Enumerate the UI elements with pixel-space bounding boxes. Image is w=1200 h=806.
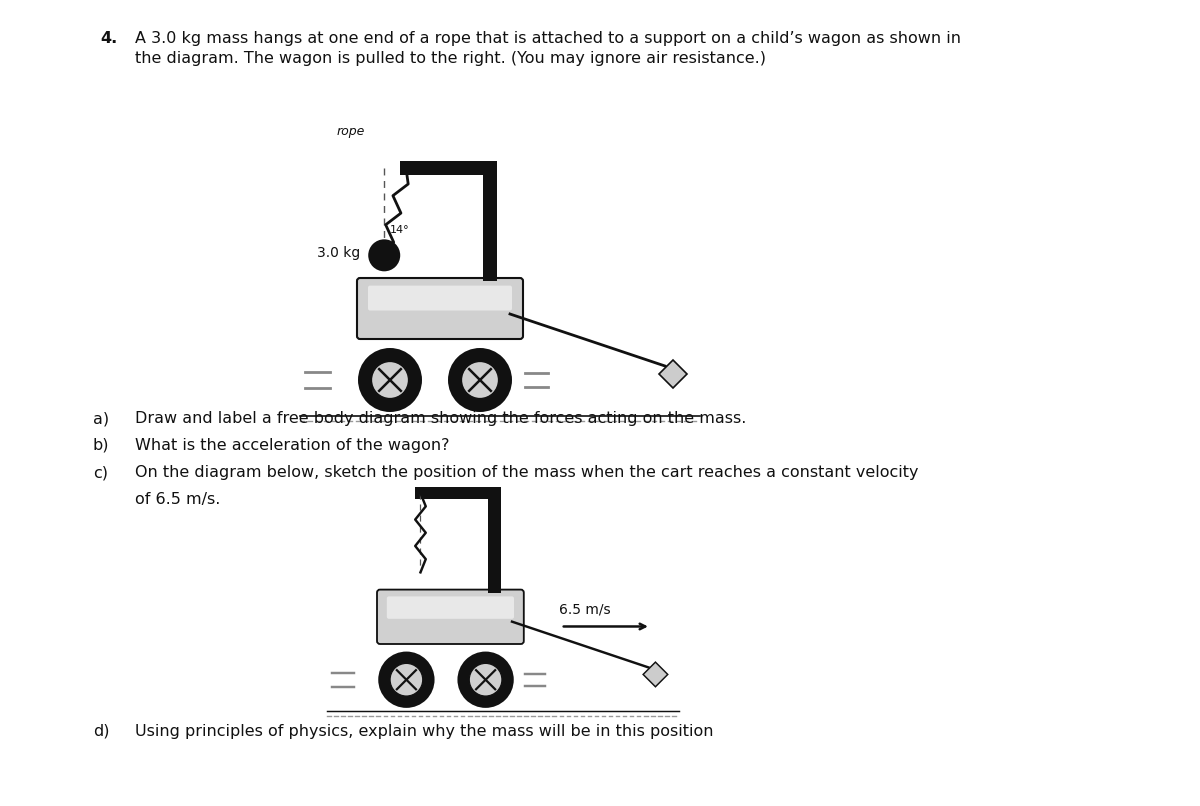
Text: 3.0 kg: 3.0 kg: [317, 247, 360, 260]
Bar: [482, 161, 497, 281]
Bar: [488, 487, 500, 592]
Circle shape: [378, 651, 434, 708]
Circle shape: [469, 663, 502, 696]
Circle shape: [462, 361, 498, 398]
FancyBboxPatch shape: [368, 285, 512, 310]
Text: c): c): [94, 465, 108, 480]
Text: d): d): [94, 724, 109, 739]
FancyBboxPatch shape: [358, 278, 523, 339]
Circle shape: [457, 651, 514, 708]
Text: b): b): [94, 438, 109, 453]
Text: Draw and label a free body diagram showing the forces acting on the mass.: Draw and label a free body diagram showi…: [134, 411, 746, 426]
Text: the diagram. The wagon is pulled to the right. (You may ignore air resistance.): the diagram. The wagon is pulled to the …: [134, 51, 766, 66]
Polygon shape: [659, 360, 686, 388]
Circle shape: [390, 663, 422, 696]
Bar: [400, 161, 497, 175]
Bar: [415, 487, 500, 500]
Text: A 3.0 kg mass hangs at one end of a rope that is attached to a support on a chil: A 3.0 kg mass hangs at one end of a rope…: [134, 31, 961, 46]
Text: Using principles of physics, explain why the mass will be in this position: Using principles of physics, explain why…: [134, 724, 714, 739]
FancyBboxPatch shape: [377, 590, 523, 644]
Text: rope: rope: [337, 125, 365, 138]
Text: of 6.5 m/s.: of 6.5 m/s.: [134, 492, 221, 507]
Circle shape: [448, 348, 512, 412]
Text: On the diagram below, sketch the position of the mass when the cart reaches a co: On the diagram below, sketch the positio…: [134, 465, 918, 480]
FancyBboxPatch shape: [386, 596, 514, 619]
Circle shape: [372, 361, 408, 398]
Circle shape: [358, 348, 422, 412]
Text: 6.5 m/s: 6.5 m/s: [559, 602, 611, 617]
Text: What is the acceleration of the wagon?: What is the acceleration of the wagon?: [134, 438, 450, 453]
Text: 14°: 14°: [390, 226, 410, 235]
Circle shape: [368, 239, 401, 272]
Polygon shape: [643, 662, 667, 687]
Text: a): a): [94, 411, 109, 426]
Text: 4.: 4.: [100, 31, 118, 46]
